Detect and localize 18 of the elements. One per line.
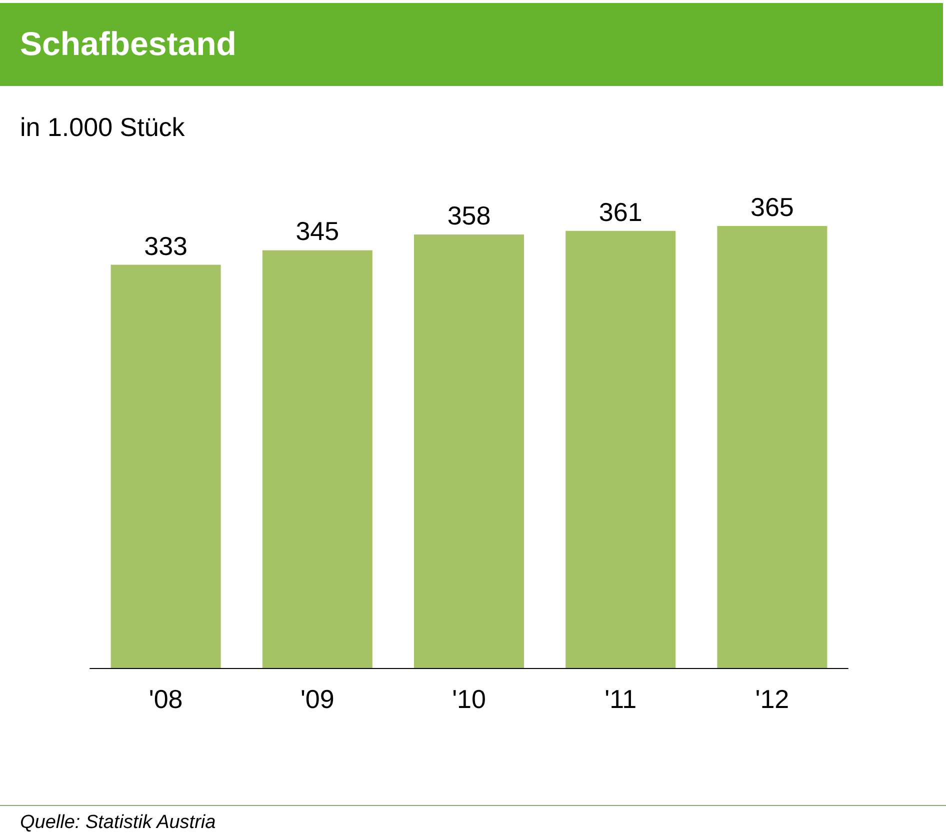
x-tick-label: '10: [452, 684, 486, 714]
data-label: 345: [296, 216, 340, 246]
bar: [110, 264, 221, 668]
data-label: 361: [598, 196, 642, 227]
source-note: Quelle: Statistik Austria: [20, 812, 216, 834]
x-tick-label: '09: [300, 684, 334, 714]
chart-title: Schafbestand: [20, 25, 236, 63]
bar: [566, 230, 676, 668]
data-label: 333: [144, 230, 188, 261]
x-tick-label: '12: [755, 684, 790, 714]
x-tick-label: '08: [148, 684, 183, 714]
bar: [414, 234, 524, 668]
bar: [262, 250, 372, 668]
chart-subtitle: in 1.000 Stück: [20, 112, 185, 143]
data-label: 365: [750, 192, 794, 222]
x-tick-label: '11: [604, 684, 637, 714]
data-label: 358: [447, 200, 491, 230]
bar: [717, 226, 828, 668]
